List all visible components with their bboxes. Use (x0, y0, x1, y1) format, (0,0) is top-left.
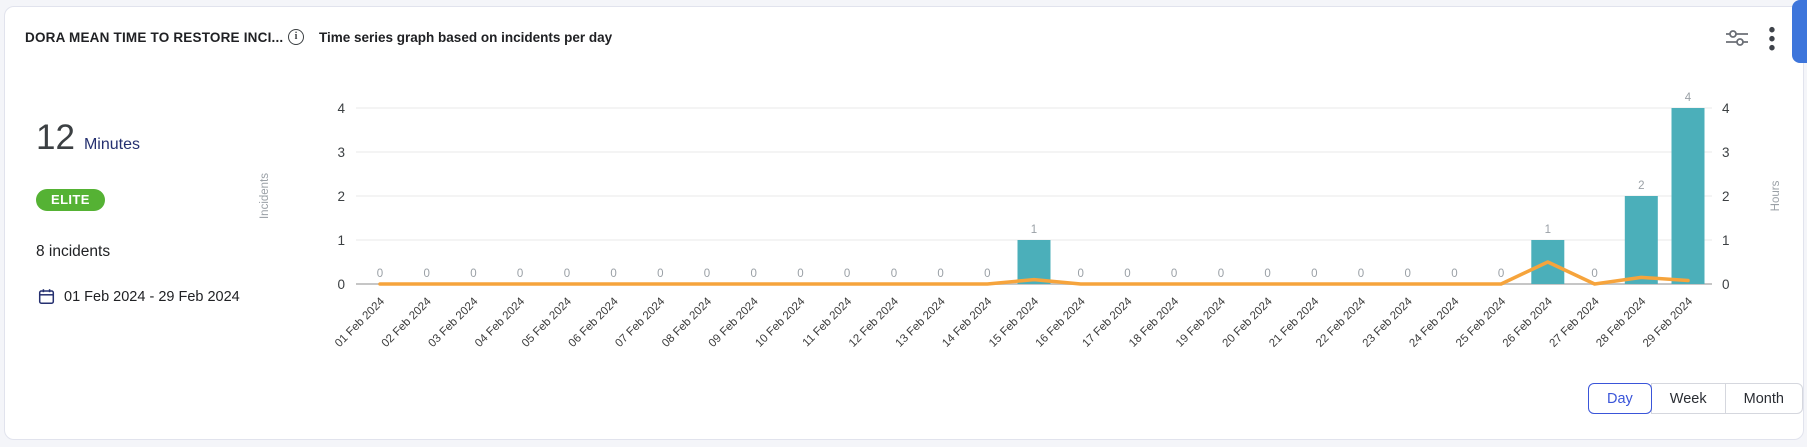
right-axis-tick: 1 (1722, 233, 1730, 248)
bar-value-label: 0 (1311, 268, 1317, 280)
bar-value-label: 0 (1358, 268, 1364, 280)
bar-value-label: 0 (1404, 268, 1410, 280)
performance-badge: ELITE (36, 189, 105, 211)
bar-value-label: 0 (1218, 268, 1224, 280)
left-axis-tick: 0 (337, 277, 345, 292)
bar-value-label: 4 (1685, 92, 1692, 104)
right-axis-tick: 0 (1722, 277, 1730, 292)
date-range-row: 01 Feb 2024 - 29 Feb 2024 (38, 288, 240, 305)
bar-value-label: 0 (797, 268, 803, 280)
left-axis-tick: 2 (337, 189, 345, 204)
hours-line (378, 260, 1690, 286)
right-axis-tick: 3 (1722, 145, 1730, 160)
bar-value-label: 1 (1545, 224, 1551, 236)
sliders-icon (1725, 30, 1749, 52)
bar-value-label: 0 (1171, 268, 1177, 280)
bar-value-label: 0 (750, 268, 756, 280)
bar-value-label: 0 (1264, 268, 1270, 280)
metric-value: 12 (36, 118, 75, 157)
left-axis-tick: 3 (337, 145, 345, 160)
metric-unit: Minutes (83, 136, 140, 153)
bar-value-label: 0 (984, 268, 990, 280)
widget-subtitle: Time series graph based on incidents per… (319, 30, 613, 45)
x-axis-label: 29 Feb 2024 (1641, 295, 1696, 350)
kebab-menu-icon: • • • (1768, 19, 1776, 59)
bar-value-label: 0 (470, 268, 476, 280)
metric-value-row: 12 Minutes (36, 118, 140, 158)
widget-card (4, 6, 1804, 440)
bar-value-label: 2 (1638, 180, 1644, 192)
incident-count: 8 incidents (36, 243, 111, 260)
granularity-toggle: Day Week Month (1588, 383, 1803, 414)
widget-title: DORA MEAN TIME TO RESTORE INCI... (25, 30, 284, 45)
granularity-day-button[interactable]: Day (1588, 383, 1652, 414)
bar-value-label: 0 (1077, 268, 1083, 280)
granularity-month-button[interactable]: Month (1724, 383, 1803, 414)
bar-value-label: 0 (704, 268, 710, 280)
incident-bar[interactable] (1017, 240, 1051, 284)
more-options-button[interactable]: • • • (1762, 21, 1782, 58)
incident-bar[interactable] (1624, 196, 1658, 284)
right-axis-tick: 4 (1722, 101, 1730, 116)
left-axis-tick: 1 (337, 233, 345, 248)
bar-value-label: 0 (844, 268, 850, 280)
bar-value-label: 0 (1591, 268, 1597, 280)
bar-value-label: 0 (423, 268, 429, 280)
bar-value-label: 0 (1124, 268, 1130, 280)
bar-value-label: 0 (517, 268, 523, 280)
bar-value-label: 0 (377, 268, 383, 280)
bar-value-label: 0 (564, 268, 570, 280)
scrollbar-thumb[interactable] (1792, 0, 1807, 63)
x-axis-label: 10 Feb 2024 (753, 295, 808, 350)
date-range-text: 01 Feb 2024 - 29 Feb 2024 (64, 288, 240, 305)
bar-value-label: 0 (937, 268, 943, 280)
bar-value-label: 0 (657, 268, 663, 280)
left-axis-title: Incidents (259, 173, 271, 219)
bar-value-label: 0 (1451, 268, 1457, 280)
right-axis-title: Hours (1770, 180, 1782, 211)
bar-value-label: 1 (1031, 224, 1037, 236)
incident-bar[interactable] (1671, 108, 1705, 284)
calendar-icon (38, 288, 55, 305)
filter-settings-button[interactable] (1724, 27, 1750, 51)
left-axis-tick: 4 (337, 101, 345, 116)
info-icon[interactable]: i (288, 29, 304, 45)
bar-value-label: 0 (1498, 268, 1504, 280)
bar-value-label: 0 (891, 268, 897, 280)
right-axis-tick: 2 (1722, 189, 1730, 204)
granularity-week-button[interactable]: Week (1650, 383, 1726, 414)
bar-value-label: 0 (610, 268, 616, 280)
